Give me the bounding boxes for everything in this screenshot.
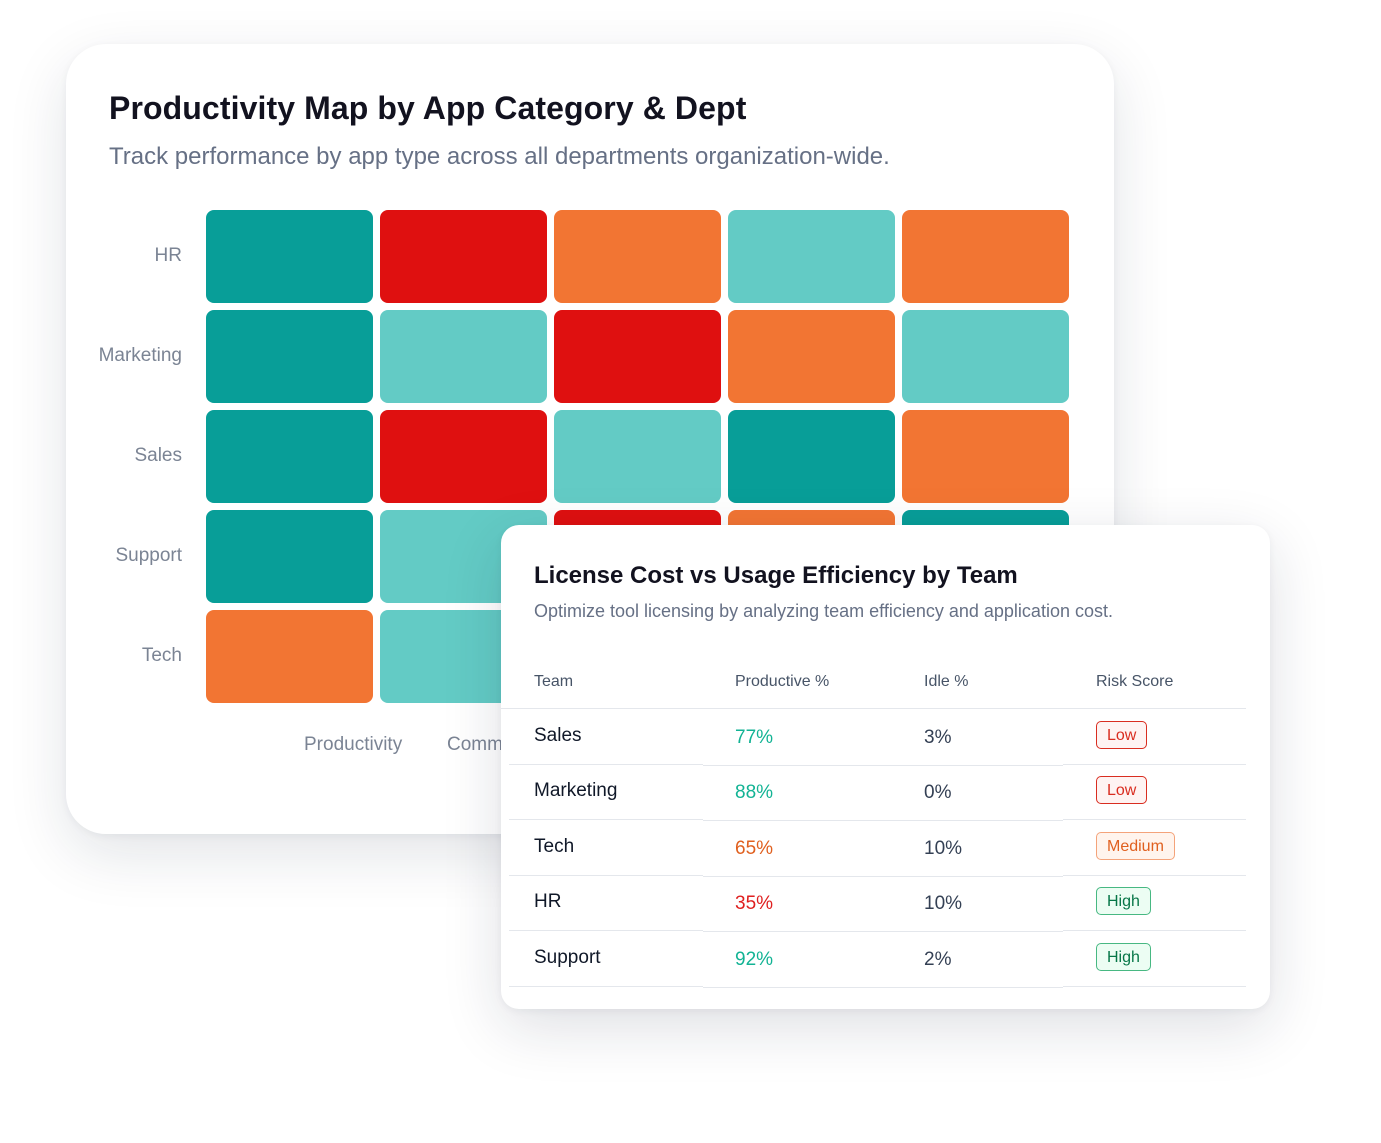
heatmap-cell[interactable] (380, 210, 547, 303)
productive-percent: 88% (735, 782, 774, 804)
heatmap-title: Productivity Map by App Category & Dept (109, 90, 747, 126)
table-row[interactable]: Marketing 88% 0% Low (501, 764, 1270, 822)
heatmap-row-label: Tech (141, 645, 182, 666)
risk-badge: High (1096, 942, 1151, 971)
productive-percent: 92% (735, 948, 774, 970)
heatmap-cell[interactable] (206, 510, 373, 603)
row-divider (703, 875, 1063, 877)
idle-percent: 10% (924, 893, 963, 915)
heatmap-cell[interactable] (380, 310, 547, 403)
risk-badge: Low (1096, 776, 1148, 805)
idle-percent: 2% (924, 948, 952, 970)
row-divider (703, 931, 1063, 933)
heatmap-column-label: Comm (447, 734, 503, 755)
heatmap-cell[interactable] (206, 210, 373, 303)
heatmap-cell[interactable] (902, 410, 1069, 503)
row-divider (1063, 764, 1246, 765)
row-divider (1063, 819, 1246, 821)
table-row[interactable]: HR 35% 10% High (501, 875, 1270, 933)
heatmap-cell[interactable] (554, 310, 721, 403)
header-divider (501, 708, 1246, 709)
heatmap-subtitle: Track performance by app type across all… (109, 143, 890, 170)
productive-percent: 77% (735, 727, 774, 748)
heatmap-row-label: Marketing (98, 345, 182, 366)
idle-percent: 10% (924, 837, 963, 859)
table-subtitle: Optimize tool licensing by analyzing tea… (534, 601, 1113, 621)
idle-percent: 0% (924, 782, 952, 804)
risk-badge: High (1096, 887, 1151, 916)
row-divider (509, 764, 703, 765)
heatmap-cell[interactable] (554, 410, 721, 503)
column-header-productive: Productive % (735, 673, 830, 690)
column-header-team: Team (534, 673, 574, 690)
risk-badge: Low (1096, 721, 1148, 749)
row-divider (509, 874, 703, 876)
heatmap-column-label: Productivity (304, 734, 403, 755)
heatmap-cell[interactable] (728, 210, 895, 303)
risk-badge: Medium (1096, 831, 1175, 860)
team-name: Marketing (534, 780, 618, 802)
heatmap-cell[interactable] (206, 310, 373, 403)
row-divider (509, 985, 703, 987)
row-divider (1063, 985, 1246, 987)
heatmap-cell[interactable] (380, 410, 547, 503)
heatmap-row-label: Support (115, 545, 182, 566)
productive-percent: 65% (735, 837, 774, 859)
row-divider (703, 986, 1063, 988)
heatmap-cell[interactable] (728, 310, 895, 403)
column-header-risk: Risk Score (1096, 673, 1174, 690)
row-divider (703, 765, 1063, 766)
team-name: Support (534, 946, 601, 968)
productive-percent: 35% (735, 893, 774, 915)
heatmap-row-label: Sales (134, 445, 182, 466)
heatmap-row-label: HR (154, 245, 182, 266)
heatmap-cell[interactable] (206, 610, 373, 703)
column-header-idle: Idle % (924, 673, 969, 690)
table-row[interactable]: Sales 77% 3% Low (501, 709, 1270, 766)
table-row[interactable]: Tech 65% 10% Medium (501, 820, 1270, 877)
license-efficiency-card: License Cost vs Usage Efficiency by Team… (501, 525, 1270, 1009)
heatmap-cell[interactable] (728, 410, 895, 503)
heatmap-cell[interactable] (554, 210, 721, 303)
row-divider (509, 819, 703, 821)
team-name: HR (534, 891, 562, 913)
row-divider (1063, 874, 1246, 876)
row-divider (509, 930, 703, 932)
table-row[interactable]: Support 92% 2% High (501, 931, 1270, 988)
heatmap-cell[interactable] (206, 410, 373, 503)
team-name: Sales (534, 725, 582, 746)
heatmap-cell[interactable] (902, 310, 1069, 403)
heatmap-cell[interactable] (902, 210, 1069, 303)
idle-percent: 3% (924, 727, 952, 748)
row-divider (703, 820, 1063, 822)
row-divider (1063, 930, 1246, 932)
table-title: License Cost vs Usage Efficiency by Team (534, 562, 1018, 589)
team-name: Tech (534, 835, 575, 857)
